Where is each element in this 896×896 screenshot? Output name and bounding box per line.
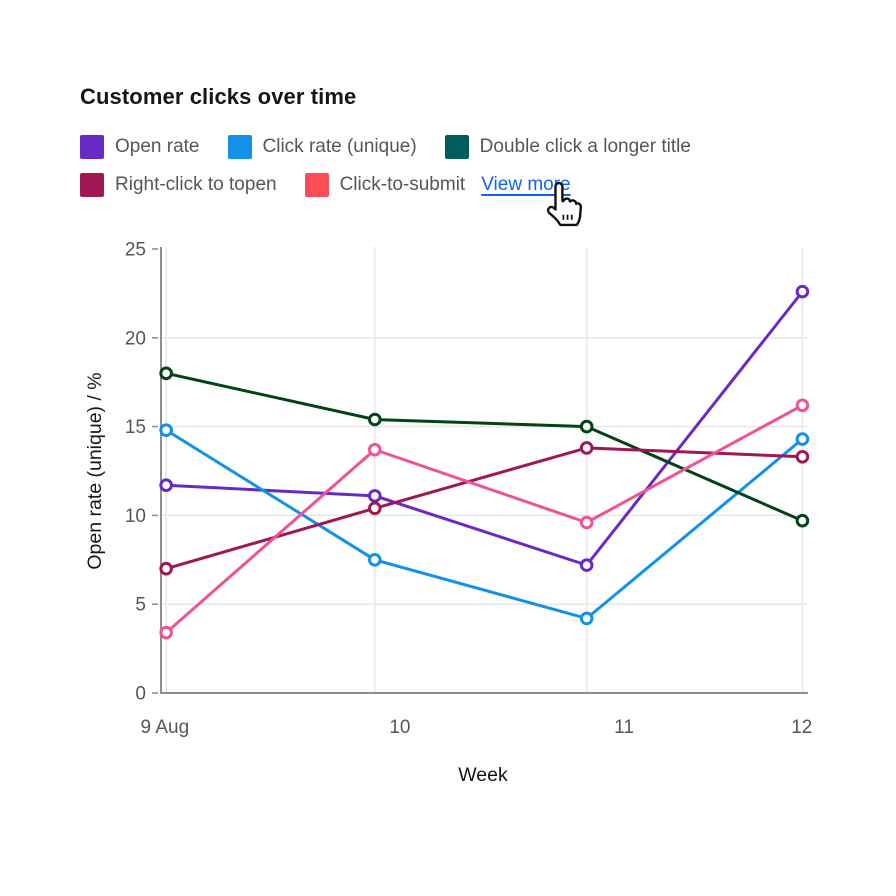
axis-layer xyxy=(152,247,808,694)
chart-title: Customer clicks over time xyxy=(80,84,357,109)
x-tick-label-2: 11 xyxy=(614,717,634,738)
series-line-3 xyxy=(164,446,804,571)
series-line-4 xyxy=(164,403,804,635)
legend-swatch-right-click-to-topen xyxy=(80,173,104,197)
y-tick-label-15: 15 xyxy=(125,417,146,438)
legend-swatch-click-to-submit xyxy=(304,173,329,197)
view-more-link[interactable]: View more xyxy=(481,174,571,195)
data-point-1-3[interactable] xyxy=(795,432,810,446)
data-point-1-0[interactable] xyxy=(159,423,173,437)
y-tick-label-5: 5 xyxy=(135,595,146,616)
grid-layer xyxy=(161,247,807,693)
series-line-1 xyxy=(164,428,804,620)
data-point-0-2[interactable] xyxy=(579,558,594,572)
series-line-2 xyxy=(164,371,804,523)
legend-row-1: Open rate Click rate (unique) Double cli… xyxy=(80,135,719,159)
tick-label-layer: 0 5 10 15 20 25 9 Aug 10 11 12 xyxy=(125,240,812,739)
series-line-0 xyxy=(164,290,804,567)
legend-label-click-rate-unique: Click rate (unique) xyxy=(262,136,417,157)
legend-item-click-rate-unique[interactable]: Click rate (unique) xyxy=(227,135,417,159)
data-point-3-3[interactable] xyxy=(795,449,810,464)
data-point-0-3[interactable] xyxy=(795,284,810,299)
line-chart: 0 5 10 15 20 25 9 Aug 10 11 12 Open rate (unique)… xyxy=(84,240,812,787)
legend-item-double-click-longer-title[interactable]: Double click a longer title xyxy=(444,135,691,159)
data-point-4-2[interactable] xyxy=(579,515,594,530)
data-point-2-3[interactable] xyxy=(795,513,810,528)
y-axis-title: Open rate (unique) / % xyxy=(84,372,106,569)
y-tick-label-20: 20 xyxy=(125,328,146,349)
legend-label-click-to-submit: Click-to-submit xyxy=(339,174,466,195)
data-point-1-2[interactable] xyxy=(579,611,594,626)
x-tick-label-0: 9 Aug xyxy=(141,717,190,738)
y-tick-label-0: 0 xyxy=(135,684,146,705)
legend-label-right-click-to-topen: Right-click to topen xyxy=(115,174,277,195)
legend-row-2: Right-click to topen Click-to-submit Vie… xyxy=(80,173,583,227)
x-axis-title: Week xyxy=(458,764,508,786)
data-point-3-2[interactable] xyxy=(579,441,594,455)
legend-swatch-click-rate-unique xyxy=(227,135,252,159)
legend-item-click-to-submit[interactable]: Click-to-submit xyxy=(304,173,466,197)
data-point-0-1[interactable] xyxy=(368,489,382,503)
data-point-2-0[interactable] xyxy=(159,366,173,381)
view-more-wrap: View more xyxy=(481,174,583,227)
x-tick-label-3: 12 xyxy=(791,717,812,738)
series-layer xyxy=(159,284,810,640)
data-point-3-0[interactable] xyxy=(159,561,173,576)
legend-swatch-double-click-longer-title xyxy=(444,135,469,159)
data-point-2-1[interactable] xyxy=(368,412,382,427)
data-point-3-1[interactable] xyxy=(368,501,382,516)
data-point-4-3[interactable] xyxy=(795,398,810,413)
legend-item-open-rate[interactable]: Open rate xyxy=(80,135,200,159)
data-point-2-2[interactable] xyxy=(579,419,594,434)
legend-swatch-open-rate xyxy=(80,135,104,159)
y-tick-label-25: 25 xyxy=(125,240,146,261)
legend-label-double-click-longer-title: Double click a longer title xyxy=(479,136,691,157)
legend-label-open-rate: Open rate xyxy=(115,136,200,157)
legend-item-right-click-to-topen[interactable]: Right-click to topen xyxy=(80,173,277,197)
data-point-0-0[interactable] xyxy=(159,478,173,493)
y-tick-label-10: 10 xyxy=(125,506,146,527)
data-point-1-1[interactable] xyxy=(368,553,382,567)
data-point-4-0[interactable] xyxy=(159,625,173,640)
x-tick-label-1: 10 xyxy=(389,717,410,738)
data-point-4-1[interactable] xyxy=(368,442,382,457)
